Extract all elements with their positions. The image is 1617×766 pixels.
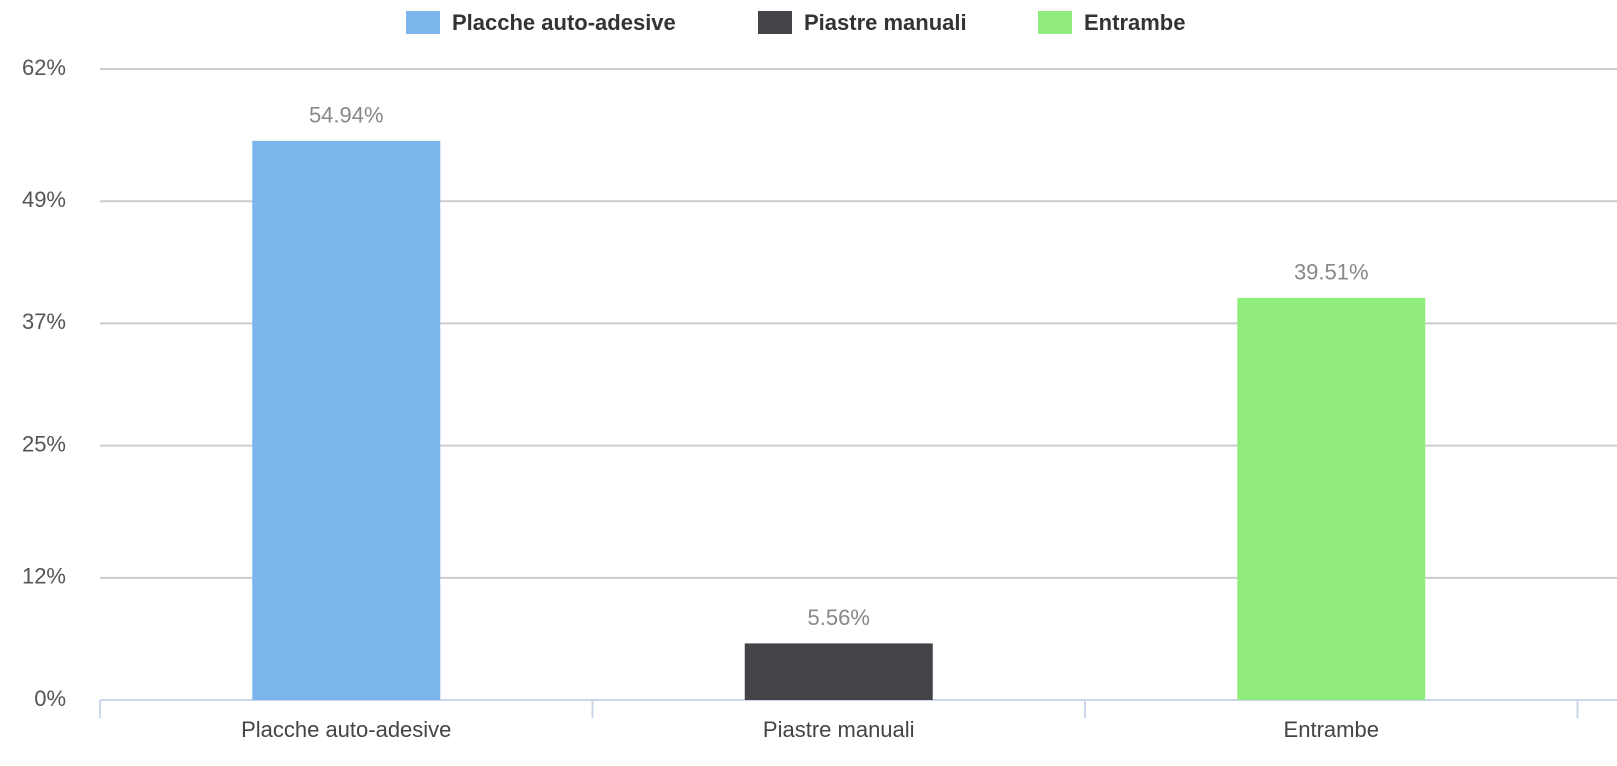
- value-label: 39.51%: [1294, 260, 1369, 285]
- value-label: 5.56%: [808, 605, 870, 630]
- bar: [252, 140, 441, 700]
- x-tick-label: Piastre manuali: [763, 717, 915, 742]
- y-tick-label: 37%: [22, 309, 66, 334]
- y-tick-label: 49%: [22, 187, 66, 212]
- x-tick-label: Entrambe: [1284, 717, 1379, 742]
- legend-label: Placche auto-adesive: [452, 10, 676, 35]
- y-tick-label: 62%: [22, 55, 66, 80]
- legend-swatch: [1038, 11, 1072, 34]
- legend-swatch: [758, 11, 792, 34]
- y-tick-label: 0%: [34, 686, 66, 711]
- legend-label: Entrambe: [1084, 10, 1185, 35]
- legend-swatch: [406, 11, 440, 34]
- bar: [1237, 297, 1426, 700]
- y-tick-label: 25%: [22, 431, 66, 456]
- y-tick-label: 12%: [22, 564, 66, 589]
- x-tick-label: Placche auto-adesive: [241, 717, 451, 742]
- legend-label: Piastre manuali: [804, 10, 967, 35]
- bar: [744, 643, 933, 700]
- value-label: 54.94%: [309, 103, 384, 128]
